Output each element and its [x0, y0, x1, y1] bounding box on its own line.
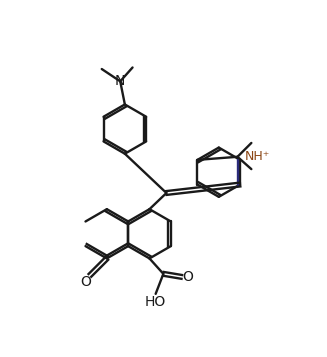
Text: O: O — [81, 275, 92, 288]
Text: HO: HO — [145, 295, 166, 308]
Text: N: N — [115, 74, 126, 88]
Text: NH⁺: NH⁺ — [245, 150, 270, 163]
Text: O: O — [182, 270, 193, 284]
